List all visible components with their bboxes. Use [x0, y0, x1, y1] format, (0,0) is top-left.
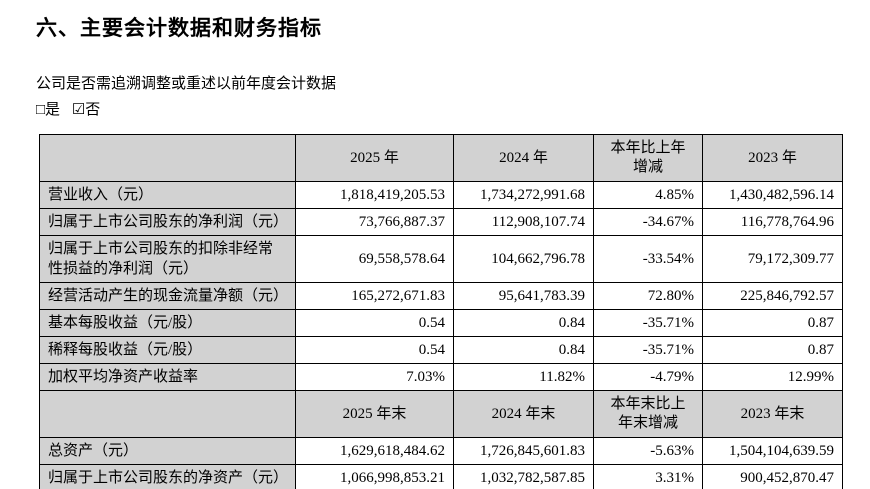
value-cell: -35.71% — [593, 309, 703, 337]
value-cell: -34.67% — [593, 208, 703, 236]
value-cell: -4.79% — [593, 363, 703, 391]
value-cell: 79,172,309.77 — [702, 235, 843, 283]
col-header-yoy-line2: 增减 — [632, 159, 663, 175]
value-cell: 104,662,796.78 — [453, 235, 594, 283]
value-cell: 0.54 — [295, 309, 454, 337]
table-row: 归属于上市公司股东的扣除非经常性损益的净利润（元） 69,558,578.64 … — [39, 235, 843, 283]
table-row: 基本每股收益（元/股） 0.54 0.84 -35.71% 0.87 — [39, 309, 843, 337]
value-cell: 3.31% — [593, 464, 703, 489]
col-header-2023-end: 2023 年末 — [702, 390, 843, 438]
value-cell: 225,846,792.57 — [702, 282, 843, 310]
row-label: 营业收入（元） — [39, 181, 296, 209]
value-cell: 0.87 — [702, 309, 843, 337]
header-empty-cell — [39, 134, 296, 182]
value-cell: 0.87 — [702, 336, 843, 364]
table-row: 经营活动产生的现金流量净额（元） 165,272,671.83 95,641,7… — [39, 282, 843, 310]
col-header-yearend-change: 本年末比上 年末增减 — [593, 390, 703, 438]
col-header-yoy-change: 本年比上年 增减 — [593, 134, 703, 182]
row-label: 基本每股收益（元/股） — [39, 309, 296, 337]
table-header-row-annual: 2025 年 2024 年 本年比上年 增减 2023 年 — [39, 134, 843, 182]
table-row: 稀释每股收益（元/股） 0.54 0.84 -35.71% 0.87 — [39, 336, 843, 364]
col-header-2023: 2023 年 — [702, 134, 843, 182]
value-cell: 0.54 — [295, 336, 454, 364]
value-cell: -5.63% — [593, 437, 703, 465]
value-cell: 112,908,107.74 — [453, 208, 594, 236]
row-label: 归属于上市公司股东的净资产（元） — [39, 464, 296, 489]
row-label: 归属于上市公司股东的扣除非经常性损益的净利润（元） — [39, 235, 296, 283]
value-cell: 69,558,578.64 — [295, 235, 454, 283]
value-cell: 95,641,783.39 — [453, 282, 594, 310]
checkbox-no: ☑否 — [71, 102, 101, 118]
col-header-2024-end: 2024 年末 — [453, 390, 594, 438]
restatement-options: □是 ☑否 — [36, 100, 870, 120]
value-cell: 1,504,104,639.59 — [702, 437, 843, 465]
value-cell: 11.82% — [453, 363, 594, 391]
table-row: 归属于上市公司股东的净利润（元） 73,766,887.37 112,908,1… — [39, 208, 843, 236]
row-label: 归属于上市公司股东的净利润（元） — [39, 208, 296, 236]
value-cell: 12.99% — [702, 363, 843, 391]
value-cell: 7.03% — [295, 363, 454, 391]
row-label: 加权平均净资产收益率 — [39, 363, 296, 391]
value-cell: 73,766,887.37 — [295, 208, 454, 236]
col-header-yoy-line1: 本年比上年 — [610, 140, 686, 156]
table-row: 营业收入（元） 1,818,419,205.53 1,734,272,991.6… — [39, 181, 843, 209]
value-cell: 1,726,845,601.83 — [453, 437, 594, 465]
value-cell: 1,066,998,853.21 — [295, 464, 454, 489]
col-header-2025-end: 2025 年末 — [295, 390, 454, 438]
value-cell: 0.84 — [453, 336, 594, 364]
value-cell: 1,430,482,596.14 — [702, 181, 843, 209]
row-label: 总资产（元） — [39, 437, 296, 465]
value-cell: 4.85% — [593, 181, 703, 209]
checkbox-yes: □是 — [36, 102, 61, 118]
restatement-question: 公司是否需追溯调整或重述以前年度会计数据 — [36, 76, 337, 92]
value-cell: -33.54% — [593, 235, 703, 283]
page-title: 六、主要会计数据和财务指标 — [36, 17, 322, 40]
col-header-2024: 2024 年 — [453, 134, 594, 182]
value-cell: 72.80% — [593, 282, 703, 310]
financial-indicators-table: 2025 年 2024 年 本年比上年 增减 2023 年 营业收入（元） 1,… — [39, 134, 843, 489]
value-cell: 1,734,272,991.68 — [453, 181, 594, 209]
value-cell: 1,032,782,587.85 — [453, 464, 594, 489]
value-cell: 900,452,870.47 — [702, 464, 843, 489]
row-label: 稀释每股收益（元/股） — [39, 336, 296, 364]
col-header-2025: 2025 年 — [295, 134, 454, 182]
header-empty-cell — [39, 390, 296, 438]
col-header-yearend-change-line2: 年末增减 — [617, 415, 678, 431]
table-row: 归属于上市公司股东的净资产（元） 1,066,998,853.21 1,032,… — [39, 464, 843, 489]
table-row: 总资产（元） 1,629,618,484.62 1,726,845,601.83… — [39, 437, 843, 465]
value-cell: 165,272,671.83 — [295, 282, 454, 310]
value-cell: -35.71% — [593, 336, 703, 364]
value-cell: 1,629,618,484.62 — [295, 437, 454, 465]
value-cell: 116,778,764.96 — [702, 208, 843, 236]
value-cell: 1,818,419,205.53 — [295, 181, 454, 209]
table-header-row-yearend: 2025 年末 2024 年末 本年末比上 年末增减 2023 年末 — [39, 390, 843, 438]
table-row: 加权平均净资产收益率 7.03% 11.82% -4.79% 12.99% — [39, 363, 843, 391]
value-cell: 0.84 — [453, 309, 594, 337]
row-label: 经营活动产生的现金流量净额（元） — [39, 282, 296, 310]
col-header-yearend-change-line1: 本年末比上 — [610, 396, 686, 412]
